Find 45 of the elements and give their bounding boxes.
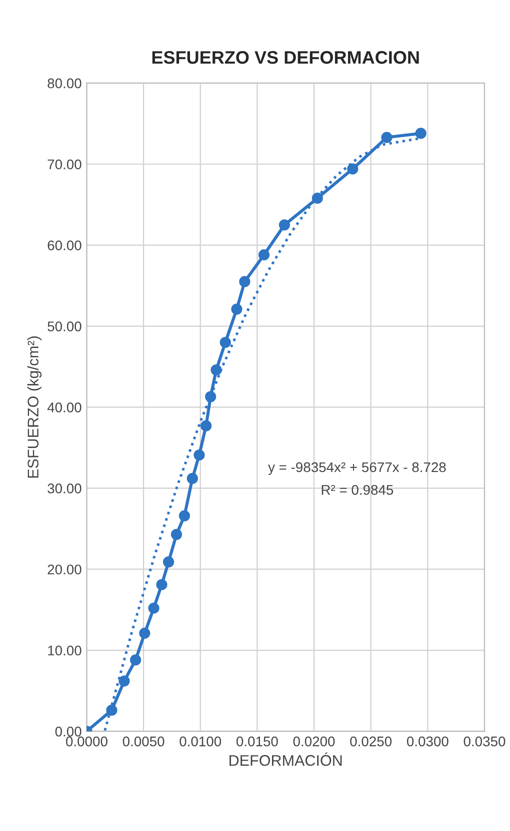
point	[139, 628, 150, 639]
x-tick-label: 0.0250	[350, 736, 392, 746]
point	[106, 704, 118, 716]
y-axis-title: ESFUERZO (kg/cm²)	[27, 336, 42, 478]
y-tick-label: 80.00	[48, 78, 82, 88]
x-tick-label: 0.0100	[180, 736, 222, 746]
point	[148, 602, 160, 614]
x-tick-label: 0.0050	[122, 736, 164, 746]
point	[239, 276, 250, 288]
point	[312, 192, 323, 204]
y-tick-label: 40.00	[47, 402, 82, 412]
y-tick-label: 60.00	[48, 240, 82, 250]
x-tick-label: 0.0150	[236, 736, 278, 746]
annotation: R² = 0.9845	[322, 484, 394, 495]
x-tick-label: 0.0300	[406, 736, 448, 746]
point	[278, 219, 290, 230]
y-tick-label: 10.00	[48, 646, 82, 656]
y-tick-label: 30.00	[48, 484, 82, 494]
point	[415, 128, 426, 139]
point	[162, 556, 174, 568]
x-tick-label: 0.0350	[464, 736, 506, 746]
point	[170, 528, 182, 540]
point	[194, 449, 205, 461]
y-tick-label: 0.00	[55, 726, 82, 736]
point	[130, 654, 142, 666]
x-tick-label: 0.0200	[293, 736, 335, 746]
annotation: y = -98354x² + 5677x - 8.728	[268, 462, 446, 475]
point	[220, 336, 231, 348]
chart-title: ESFUERZO VS DEFORMACION	[152, 51, 419, 64]
point	[347, 163, 358, 175]
x-axis-title: DEFORMACIÓN	[230, 752, 342, 766]
point	[205, 391, 216, 402]
point	[156, 579, 168, 590]
point	[231, 304, 242, 315]
point	[200, 420, 212, 432]
y-tick-label: 50.00	[48, 322, 82, 332]
point	[178, 510, 190, 522]
y-tick-label: 20.00	[48, 564, 82, 574]
point	[210, 364, 222, 376]
point	[258, 249, 270, 260]
point	[118, 675, 130, 687]
x-tick-label: 0.0000	[66, 736, 108, 746]
point	[186, 472, 198, 484]
y-tick-label: 70.00	[48, 159, 82, 170]
point	[381, 132, 392, 143]
